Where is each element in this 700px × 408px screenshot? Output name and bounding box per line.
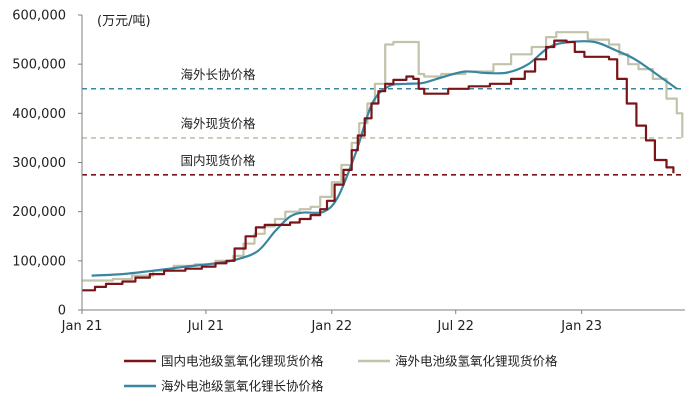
series-line-0 xyxy=(82,39,675,292)
x-tick-label: Jan 23 xyxy=(560,319,602,334)
reference-line-label: 国内现货价格 xyxy=(180,153,256,168)
reference-line-label: 海外现货价格 xyxy=(180,116,256,131)
axis-layer: (万元/吨) 0 100,000 200,000 300,000 400,000 500,… xyxy=(12,9,685,334)
series-line-1 xyxy=(82,31,684,282)
x-tick-label: Jan 21 xyxy=(61,319,103,334)
y-tick-label: 100,000 xyxy=(12,254,66,269)
y-tick-label: 0 xyxy=(58,304,66,319)
y-tick-label: 300,000 xyxy=(12,156,66,171)
y-tick-label: 500,000 xyxy=(12,58,66,73)
x-tick-label: Jul 21 xyxy=(187,319,224,334)
series-layer xyxy=(82,31,684,292)
legend-label: 国内电池级氢氧化锂现货价格 xyxy=(161,354,324,369)
x-tick-label: Jul 22 xyxy=(437,319,474,334)
reference-line-label: 海外长协价格 xyxy=(180,67,256,82)
legend-label: 海外电池级氢氧化锂现货价格 xyxy=(395,354,558,369)
y-tick-label: 200,000 xyxy=(12,205,66,220)
x-tick-label: Jan 22 xyxy=(310,319,352,334)
legend-label: 海外电池级氢氧化锂长协价格 xyxy=(161,379,324,394)
y-tick-label: 600,000 xyxy=(12,9,66,24)
unit-label: (万元/吨) xyxy=(97,14,151,29)
y-tick-label: 400,000 xyxy=(12,107,66,122)
